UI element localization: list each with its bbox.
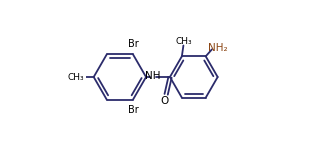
Text: Br: Br: [128, 105, 139, 116]
Text: CH₃: CH₃: [176, 37, 192, 46]
Text: NH₂: NH₂: [208, 43, 228, 53]
Text: Br: Br: [128, 38, 139, 49]
Text: O: O: [160, 96, 169, 106]
Text: CH₃: CH₃: [67, 73, 84, 81]
Text: NH: NH: [145, 71, 161, 81]
